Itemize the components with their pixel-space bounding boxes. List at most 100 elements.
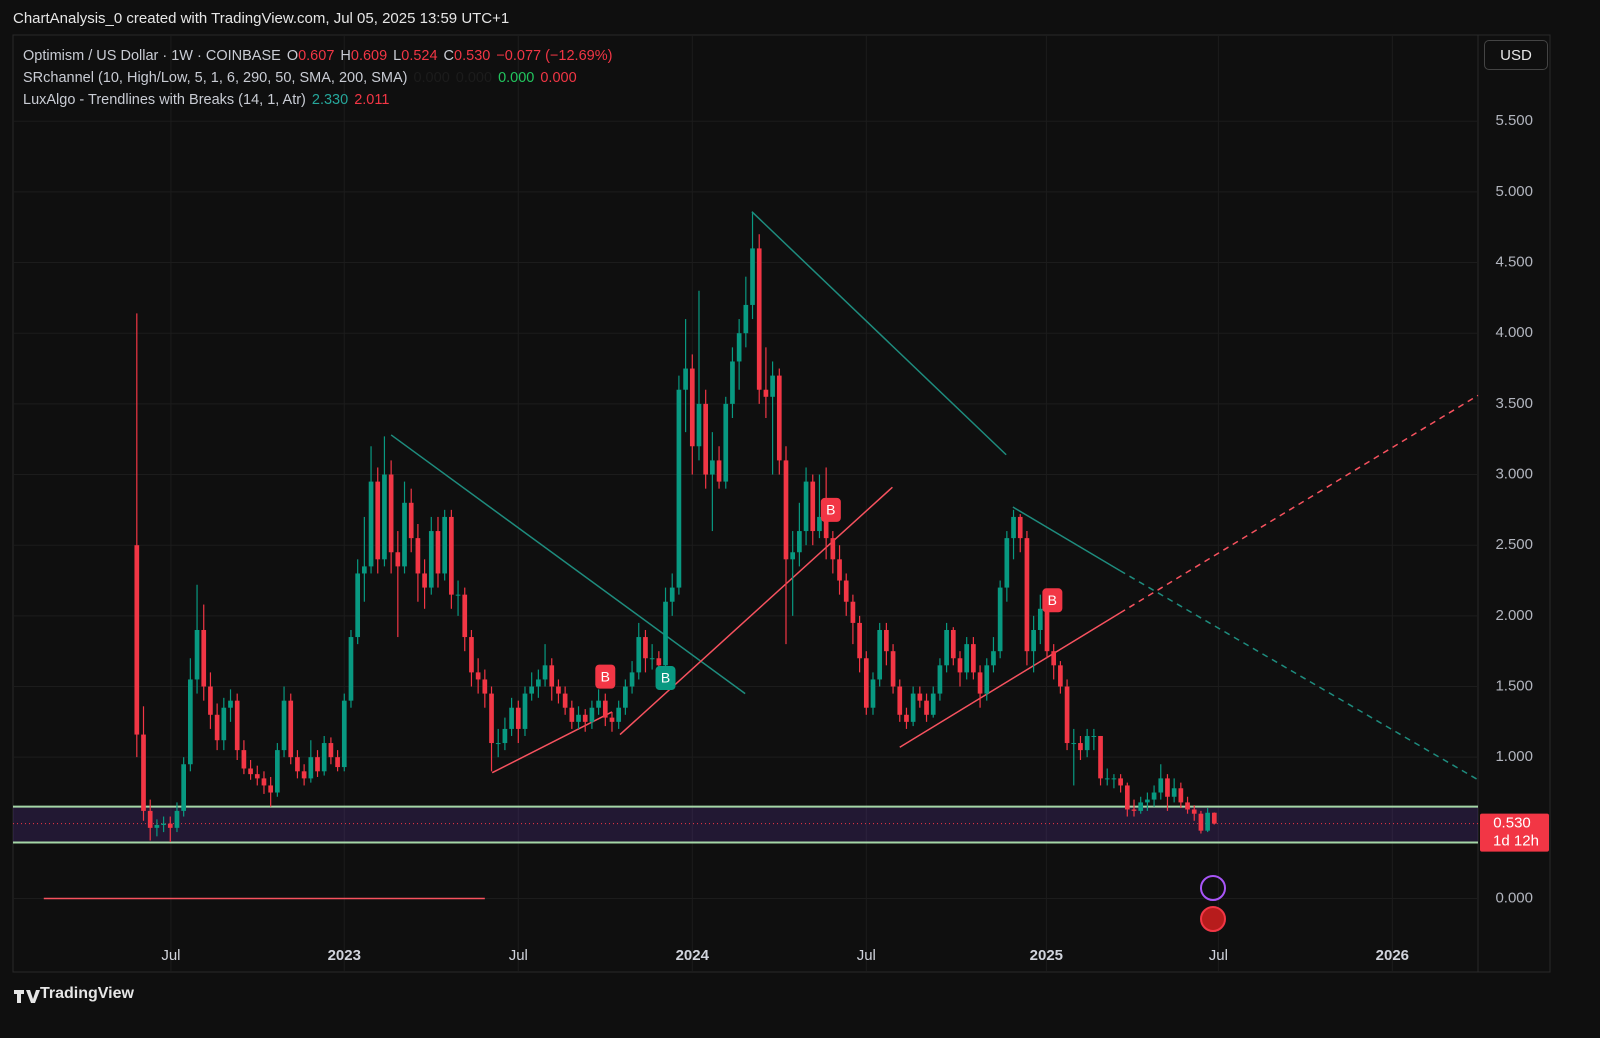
candle-body xyxy=(723,403,729,482)
x-tick-label: 2024 xyxy=(676,947,710,964)
candle-body xyxy=(1165,778,1170,797)
x-tick-label: Jul xyxy=(1209,947,1228,964)
candle-body xyxy=(810,481,816,532)
break-label: B xyxy=(826,502,835,518)
x-tick-label: 2023 xyxy=(328,947,361,964)
candle-body xyxy=(556,686,561,694)
candle-body xyxy=(830,538,836,560)
candle-body xyxy=(971,644,976,673)
header: ChartAnalysis_0 created with TradingView… xyxy=(13,10,510,27)
trendline xyxy=(619,486,893,736)
indicator-value: 0.000 xyxy=(413,70,450,86)
candle-body xyxy=(1185,802,1190,810)
event-icon[interactable] xyxy=(1200,875,1226,901)
legend-row: SRchannel (10, High/Low, 5, 1, 6, 290, 5… xyxy=(23,67,618,89)
legend-row: LuxAlgo - Trendlines with Breaks (14, 1,… xyxy=(23,89,618,111)
candle-body xyxy=(315,757,320,772)
break-marker xyxy=(820,497,841,522)
candle-body xyxy=(910,693,916,722)
candle-body xyxy=(977,672,983,694)
candle-body xyxy=(328,743,334,758)
y-tick-label: 3.000 xyxy=(1495,465,1533,482)
candle-body xyxy=(904,714,909,722)
candle-body xyxy=(1111,778,1117,780)
candle-body xyxy=(843,580,849,602)
y-tick-label: 5.000 xyxy=(1495,183,1533,200)
candle-body xyxy=(509,707,514,729)
candle-body xyxy=(1011,516,1016,539)
candle-body xyxy=(623,686,628,708)
candle-body xyxy=(1058,665,1063,687)
candle-body xyxy=(589,707,595,722)
candle-body xyxy=(489,693,494,744)
x-tick-label: Jul xyxy=(161,947,180,964)
candle-body xyxy=(415,538,421,574)
candle-body xyxy=(228,700,233,708)
ohlc-value: 0.607 xyxy=(298,48,335,64)
candle-body xyxy=(763,389,769,397)
break-label: B xyxy=(601,668,610,684)
y-tick-label: 1.500 xyxy=(1495,677,1533,694)
candle-body xyxy=(475,672,481,680)
candle-body xyxy=(261,778,267,786)
candle-body xyxy=(689,368,695,447)
candle-body xyxy=(776,375,782,461)
candle-body xyxy=(254,774,260,779)
candle-body xyxy=(194,629,200,680)
candle-body xyxy=(1071,743,1077,745)
candle-body xyxy=(502,728,508,744)
candle-body xyxy=(663,601,668,666)
candle-body xyxy=(208,686,213,715)
candle-body xyxy=(308,757,314,779)
candle-body xyxy=(649,658,655,660)
candle-body xyxy=(1084,735,1090,751)
candle-body xyxy=(1098,735,1103,779)
candle-body xyxy=(368,481,374,567)
candle-body xyxy=(669,587,675,602)
candle-body xyxy=(1051,651,1057,666)
candle-body xyxy=(335,757,340,768)
candle-body xyxy=(1017,516,1023,539)
break-label: B xyxy=(661,670,670,686)
candle-body xyxy=(174,810,180,828)
candle-body xyxy=(609,717,615,722)
break-marker xyxy=(655,666,676,691)
indicator-value: 2.330 xyxy=(311,92,349,108)
candle-body xyxy=(428,531,434,588)
economic-icon[interactable] xyxy=(1200,906,1226,932)
ohlc-key: L xyxy=(393,48,402,64)
candle-body xyxy=(1145,799,1150,803)
candle-body xyxy=(616,707,622,722)
candle-body xyxy=(850,601,856,623)
candle-body xyxy=(984,665,990,694)
break-label: B xyxy=(1048,592,1057,608)
candle-body xyxy=(1004,538,1010,588)
candle-body xyxy=(957,658,963,673)
candle-body xyxy=(1151,792,1157,800)
plot: 0.000 1.000 1.500 2.000 2.500 3.000 3.500 4.000… xyxy=(13,35,1533,972)
candle-body xyxy=(730,361,735,404)
candle-body xyxy=(1205,812,1210,831)
candle-body xyxy=(1178,788,1184,803)
currency-button[interactable]: USD xyxy=(1484,40,1548,70)
candle-body xyxy=(562,693,568,708)
candle-body xyxy=(442,516,448,574)
y-tick-label: 1.000 xyxy=(1495,748,1533,765)
candle-body xyxy=(1024,538,1030,652)
y-tick-label: 0.000 xyxy=(1495,889,1533,906)
y-tick-label: 4.000 xyxy=(1495,324,1533,341)
candle-body xyxy=(268,785,274,793)
candle-body xyxy=(1198,813,1204,831)
candle-body xyxy=(234,700,240,751)
candle-body xyxy=(823,516,829,539)
candle-body xyxy=(629,672,635,687)
candle-body xyxy=(141,734,146,811)
candle-body xyxy=(1131,809,1137,811)
candle-body xyxy=(241,750,247,769)
sr-zone xyxy=(13,806,1478,843)
candle-body xyxy=(783,460,789,560)
candle-body xyxy=(582,714,588,722)
candle-body xyxy=(756,248,762,390)
candle-body xyxy=(790,552,796,560)
candle-body xyxy=(1031,629,1036,652)
